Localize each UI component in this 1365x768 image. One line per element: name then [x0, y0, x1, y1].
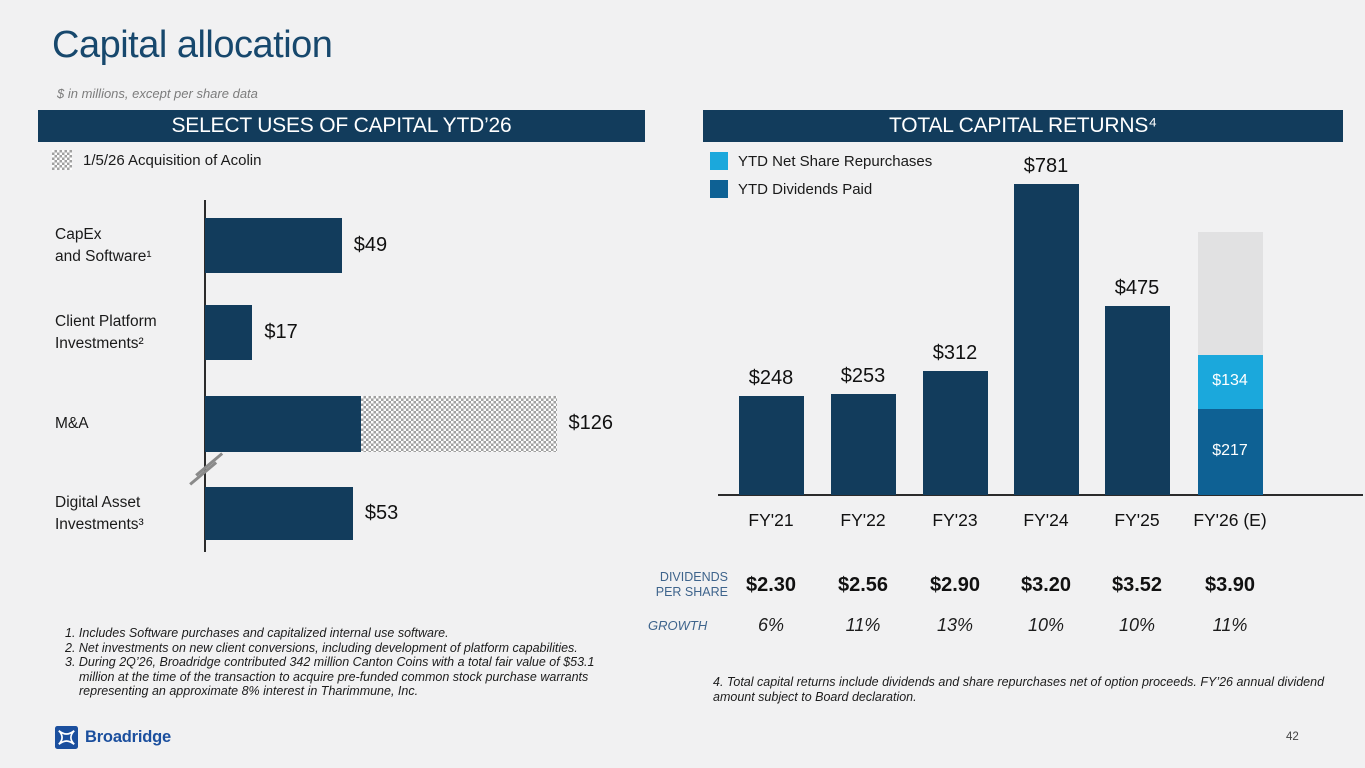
category-label-line: Investments² — [55, 334, 144, 352]
bar-4 — [205, 487, 353, 540]
broadridge-logo-text: Broadridge — [85, 728, 172, 746]
category-label-line: Digital Asset — [55, 493, 141, 511]
category-label-line: CapEx — [55, 225, 102, 243]
growth-label: GROWTH — [648, 618, 708, 633]
page-number: 42 — [1286, 731, 1299, 743]
bar-segment-ytd-net-share-repurchases: $134 — [1197, 355, 1263, 409]
acolin-legend: 1/5/26 Acquisition of Acolin — [52, 150, 261, 170]
left-chart-axis — [204, 200, 206, 552]
x-axis-label-FY'26 (E): FY'26 (E) — [1193, 510, 1267, 530]
dividend-value-5: $3.52 — [1111, 574, 1163, 596]
footnote-4: 4. Total capital returns include dividen… — [713, 675, 1325, 704]
acolin-legend-label: 1/5/26 Acquisition of Acolin — [83, 151, 262, 169]
legend-item-dividends-paid: YTD Dividends Paid — [710, 180, 932, 198]
right-section-header-text: TOTAL CAPITAL RETURNS⁴ — [889, 114, 1157, 137]
footnote-3: 3. During 2Q’26, Broadridge contributed … — [65, 655, 595, 699]
x-axis-label-FY'23: FY'23 — [932, 510, 978, 530]
total-label-FY'22: $253 — [840, 365, 886, 388]
ma-bar-solid — [205, 396, 362, 452]
dividends-paid-swatch — [710, 180, 728, 198]
category-label-4: Digital Asset Investments³ — [55, 492, 200, 536]
growth-value-1: 6% — [757, 615, 784, 635]
dividends-paid-label: YTD Dividends Paid — [738, 180, 873, 198]
category-label-line: Client Platform — [55, 312, 157, 330]
left-section-header-text: SELECT USES OF CAPITAL YTD’26 — [171, 114, 512, 137]
dividend-value-2: $2.56 — [837, 574, 889, 596]
dividends-per-share-label: DIVIDENDS PER SHARE — [655, 570, 728, 599]
growth-value-4: 10% — [1027, 615, 1065, 635]
value-label-1: $49 — [353, 233, 388, 256]
x-axis-label-FY'24: FY'24 — [1023, 510, 1069, 530]
growth-value-5: 10% — [1118, 615, 1156, 635]
category-label-line: M&A — [55, 415, 89, 432]
value-label-4: $53 — [364, 501, 399, 524]
units-note: $ in millions, except per share data — [57, 86, 258, 101]
value-label-2: $17 — [264, 320, 298, 343]
category-label-2: Client Platform Investments² — [55, 311, 200, 355]
dividend-value-3: $2.90 — [929, 574, 981, 596]
bar-segment-total-capital-returns — [830, 394, 896, 495]
net-share-repurchases-label: YTD Net Share Repurchases — [738, 152, 933, 170]
right-section-header: TOTAL CAPITAL RETURNS⁴ — [703, 110, 1343, 142]
total-label-FY'21: $248 — [748, 367, 794, 390]
legend-item-net-share-repurchases: YTD Net Share Repurchases — [710, 152, 932, 170]
bar-segment-estimated-remainder — [1197, 232, 1263, 356]
bar-segment-total-capital-returns — [1013, 184, 1079, 495]
net-share-repurchases-swatch — [710, 152, 728, 170]
dividend-value-6: $3.90 — [1204, 574, 1256, 596]
category-label-line: Investments³ — [55, 515, 144, 533]
bar-2 — [205, 305, 253, 360]
broadridge-logo: Broadridge — [55, 726, 171, 749]
bar-segment-total-capital-returns — [1104, 305, 1170, 495]
ma-bar-acolin-hatched — [361, 396, 557, 452]
page-title: Capital allocation — [52, 24, 333, 66]
category-label-1: CapEx and Software¹ — [55, 224, 200, 268]
right-chart-axis — [718, 494, 1363, 496]
capital-returns-legend: YTD Net Share Repurchases YTD Dividends … — [710, 152, 932, 198]
growth-value-2: 11% — [845, 615, 881, 635]
total-label-FY'24: $781 — [1023, 155, 1069, 178]
hatch-pattern-swatch — [52, 150, 72, 170]
bar-segment-ytd-dividends-paid: $217 — [1197, 408, 1263, 495]
broadridge-logo-icon — [55, 726, 78, 749]
footnote-2: 2. Net investments on new client convers… — [65, 640, 578, 655]
value-label-3: $126 — [568, 412, 614, 434]
footnote-1: 1. Includes Software purchases and capit… — [65, 626, 449, 640]
bar-segment-total-capital-returns — [922, 370, 988, 495]
x-axis-label-FY'25: FY'25 — [1114, 510, 1160, 530]
bar-segment-total-capital-returns — [738, 396, 804, 495]
footnotes-1-3: 1. Includes Software purchases and capit… — [65, 626, 617, 699]
dividend-value-4: $3.20 — [1020, 574, 1072, 596]
category-label-line: and Software¹ — [55, 247, 152, 265]
growth-value-3: 13% — [936, 615, 974, 635]
segment-value-label: $134 — [1212, 371, 1248, 389]
x-axis-label-FY'21: FY'21 — [748, 510, 794, 530]
segment-value-label: $217 — [1212, 441, 1248, 459]
dividend-value-1: $2.30 — [745, 574, 797, 596]
total-label-FY'23: $312 — [932, 341, 978, 364]
category-label-3: M&A — [55, 413, 200, 435]
left-section-header: SELECT USES OF CAPITAL YTD’26 — [38, 110, 645, 142]
growth-value-6: 11% — [1212, 615, 1248, 635]
total-label-FY'25: $475 — [1114, 276, 1160, 299]
x-axis-label-FY'22: FY'22 — [840, 510, 886, 530]
bar-1 — [205, 218, 342, 273]
